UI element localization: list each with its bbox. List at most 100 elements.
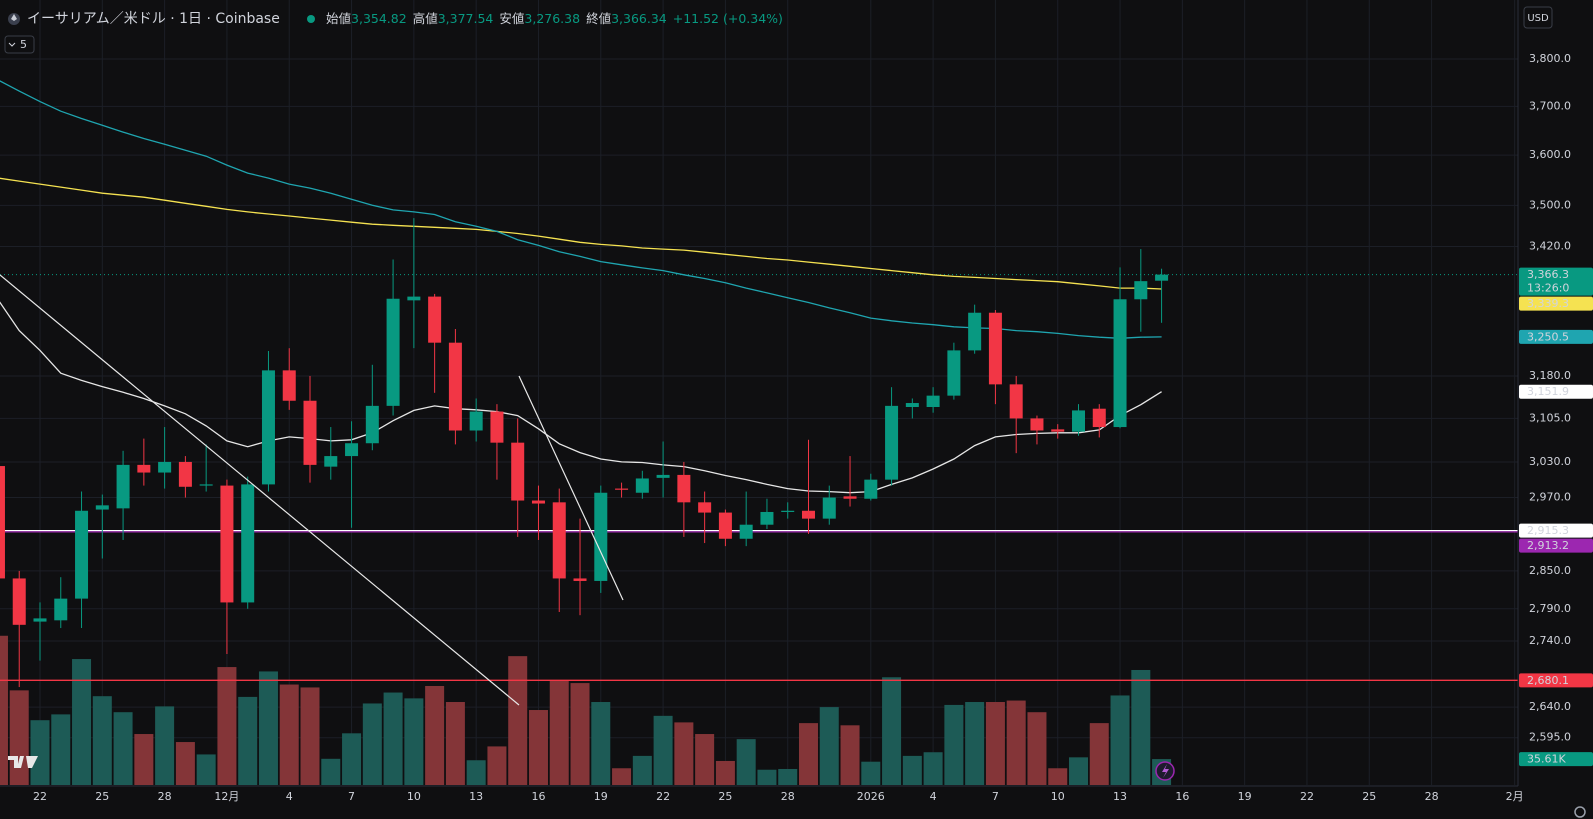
- volume-bar: [30, 720, 50, 785]
- ohlc-label: 安値: [499, 11, 524, 26]
- candle-body: [33, 618, 47, 622]
- y-tick-label: 3,700.0: [1529, 99, 1571, 112]
- moving-average: [0, 177, 1162, 290]
- candle-body: [490, 411, 504, 443]
- price-label-box: [1519, 384, 1593, 399]
- candle-body: [1009, 384, 1023, 419]
- candle-body: [407, 296, 421, 301]
- settings-button[interactable]: [1574, 806, 1586, 818]
- x-tick-label: 7: [992, 790, 999, 803]
- volume-bar: [383, 692, 403, 785]
- volume-bar: [570, 683, 590, 785]
- candle-body: [1072, 410, 1085, 432]
- candle-body: [54, 598, 68, 621]
- logo: [8, 756, 38, 768]
- candle-body: [760, 511, 774, 525]
- x-tick-label: 13: [469, 790, 483, 803]
- volume-bar: [965, 702, 985, 785]
- y-tick-label: 3,800.0: [1529, 52, 1571, 65]
- candle-body: [12, 578, 26, 625]
- ohlc-change: +11.52 (+0.34%): [673, 11, 783, 26]
- candle-body: [261, 370, 275, 485]
- candle-body: [801, 510, 815, 519]
- status-dot: [307, 15, 315, 23]
- x-tick-label: 19: [594, 790, 608, 803]
- volume-bar: [134, 734, 154, 785]
- candle-body: [1155, 274, 1169, 281]
- price-label-box: [1519, 296, 1593, 311]
- candle-body: [365, 405, 379, 444]
- volume-bar: [653, 715, 673, 785]
- candle-body: [1092, 408, 1106, 428]
- price-label-box: [1519, 673, 1593, 688]
- drawings: [0, 274, 624, 706]
- volume-bar: [0, 635, 8, 785]
- y-tick-label: 3,030.0: [1529, 455, 1571, 468]
- candle-body: [0, 466, 5, 579]
- volume-bar: [591, 702, 611, 785]
- x-tick-label: 12月: [214, 790, 239, 803]
- price-label: 2,915.3: [1527, 524, 1569, 537]
- time-axis: [0, 786, 1593, 819]
- candle-body: [282, 370, 296, 401]
- candle-body: [677, 474, 691, 503]
- candle-body: [137, 464, 151, 473]
- candle-body: [905, 403, 919, 407]
- x-tick-label: 22: [1300, 790, 1314, 803]
- volume-bar: [944, 704, 964, 785]
- ohlc-legend: 始値3,354.82 高値3,377.54 安値3,276.38 終値3,366.34…: [326, 11, 783, 26]
- volume-bar: [1048, 768, 1068, 785]
- candle-body: [968, 312, 982, 351]
- indicator-toggle[interactable]: [4, 35, 35, 54]
- volume-bar: [72, 659, 92, 785]
- x-tick-label: 22: [656, 790, 670, 803]
- volume-bar: [549, 680, 569, 785]
- ohlc-value: 3,354.82: [351, 11, 407, 26]
- y-tick-label: 3,420.0: [1529, 239, 1571, 252]
- volume-bar: [9, 690, 29, 785]
- volume-bar: [342, 733, 362, 785]
- candle-body: [241, 484, 255, 603]
- currency-button[interactable]: [1523, 6, 1553, 29]
- candle-body: [1030, 418, 1044, 431]
- candle-body: [635, 478, 649, 493]
- lightning: [1162, 764, 1169, 778]
- volume-bar: [882, 677, 902, 785]
- volume-bar: [715, 760, 735, 785]
- moving-average: [0, 301, 1162, 494]
- y-tick-label: 2,595.0: [1529, 731, 1571, 744]
- candle-body: [469, 411, 483, 431]
- y-tick-label: 3,105.0: [1529, 411, 1571, 424]
- volume-bar: [238, 696, 258, 785]
- y-tick-label: 3,600.0: [1529, 148, 1571, 161]
- x-tick-label: 28: [781, 790, 795, 803]
- candle-body: [718, 512, 732, 539]
- volume-bar: [778, 768, 798, 785]
- price-label: 2,913.2: [1527, 539, 1569, 552]
- volume-bar: [425, 685, 445, 785]
- volume-bar: [1027, 712, 1047, 785]
- volume-label-box: [1519, 752, 1593, 767]
- volume-bar: [902, 755, 922, 785]
- candle-body: [345, 443, 359, 457]
- volume-bar: [279, 684, 299, 785]
- volume-bar: [155, 706, 175, 785]
- price-label-box: [1519, 267, 1593, 296]
- volume-bar: [757, 769, 777, 785]
- volume-bar: [51, 714, 71, 785]
- x-tick-label: 16: [1175, 790, 1189, 803]
- x-tick-label: 10: [1051, 790, 1065, 803]
- y-tick-label: 2,790.0: [1529, 602, 1571, 615]
- candle-body: [615, 488, 629, 490]
- volume-bar: [487, 746, 507, 785]
- candle-body: [531, 500, 545, 504]
- currency: USD: [1527, 13, 1549, 24]
- candle-body: [885, 405, 899, 480]
- volume-bar: [798, 723, 818, 785]
- price-label-box: [1519, 538, 1593, 553]
- volume-bar: [632, 755, 652, 785]
- y-tick-label: 3,180.0: [1529, 369, 1571, 382]
- moving-average: [0, 80, 1162, 339]
